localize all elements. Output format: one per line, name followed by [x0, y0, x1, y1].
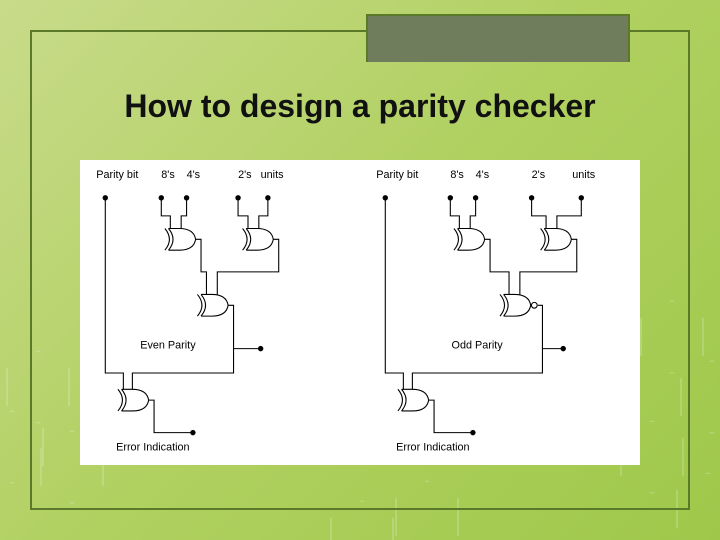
label-units-r: units [572, 169, 595, 181]
xor-gate-final [118, 389, 149, 411]
circuit-odd: Parity bit 8's 4's 2's units [376, 169, 595, 454]
wire-error-out [149, 400, 193, 433]
wire-error-out-r [429, 400, 473, 433]
wire-even-tap [228, 305, 261, 348]
label-8s: 8's [161, 169, 175, 181]
node-even-parity [258, 346, 263, 351]
node-odd-parity [561, 346, 566, 351]
wire-units [259, 198, 268, 232]
label-odd-parity: Odd Parity [452, 340, 504, 352]
label-even-parity: Even Parity [140, 340, 196, 352]
xor-gate-1 [165, 229, 196, 251]
label-error-indication: Error Indication [116, 442, 189, 454]
label-error-indication-r: Error Indication [396, 442, 469, 454]
slide-title: How to design a parity checker [30, 88, 690, 125]
xor-gate-2-r [541, 229, 572, 251]
label-parity-bit: Parity bit [96, 169, 138, 181]
node-error [190, 430, 195, 435]
xor-gate-3 [197, 294, 228, 316]
wire-xor3-down [132, 349, 233, 393]
diagram-area: Parity bit 8's 4's 2's units [80, 160, 640, 465]
node-error-r [470, 430, 475, 435]
wire-xor1-out-r [485, 239, 509, 298]
header-tab [366, 14, 630, 62]
slide: How to design a parity checker Pari [0, 0, 720, 540]
wire-xnor3-down-r [412, 349, 542, 393]
wire-parity-down-r [385, 198, 403, 393]
label-4s: 4's [187, 169, 201, 181]
xor-gate-final-r [398, 389, 429, 411]
xnor-gate-3-r [500, 294, 537, 316]
wire-8s-r [450, 198, 459, 232]
parity-diagram: Parity bit 8's 4's 2's units [80, 160, 640, 465]
label-8s-r: 8's [450, 169, 464, 181]
label-2s-r: 2's [532, 169, 546, 181]
label-units: units [261, 169, 284, 181]
wire-2s-r [532, 198, 546, 232]
xor-gate-2 [243, 229, 274, 251]
wire-8s [161, 198, 170, 232]
circuit-even: Parity bit 8's 4's 2's units [96, 169, 284, 454]
label-4s-r: 4's [476, 169, 490, 181]
content-frame: How to design a parity checker Pari [30, 30, 690, 510]
label-2s: 2's [238, 169, 252, 181]
wire-4s [181, 198, 186, 232]
wire-units-r [557, 198, 581, 232]
label-parity-bit-r: Parity bit [376, 169, 418, 181]
wire-xor1-out [196, 239, 207, 298]
wire-parity-down [105, 198, 123, 393]
xor-gate-1-r [454, 229, 485, 251]
wire-odd-tap [538, 305, 563, 348]
wire-4s-r [470, 198, 475, 232]
wire-2s [238, 198, 248, 232]
